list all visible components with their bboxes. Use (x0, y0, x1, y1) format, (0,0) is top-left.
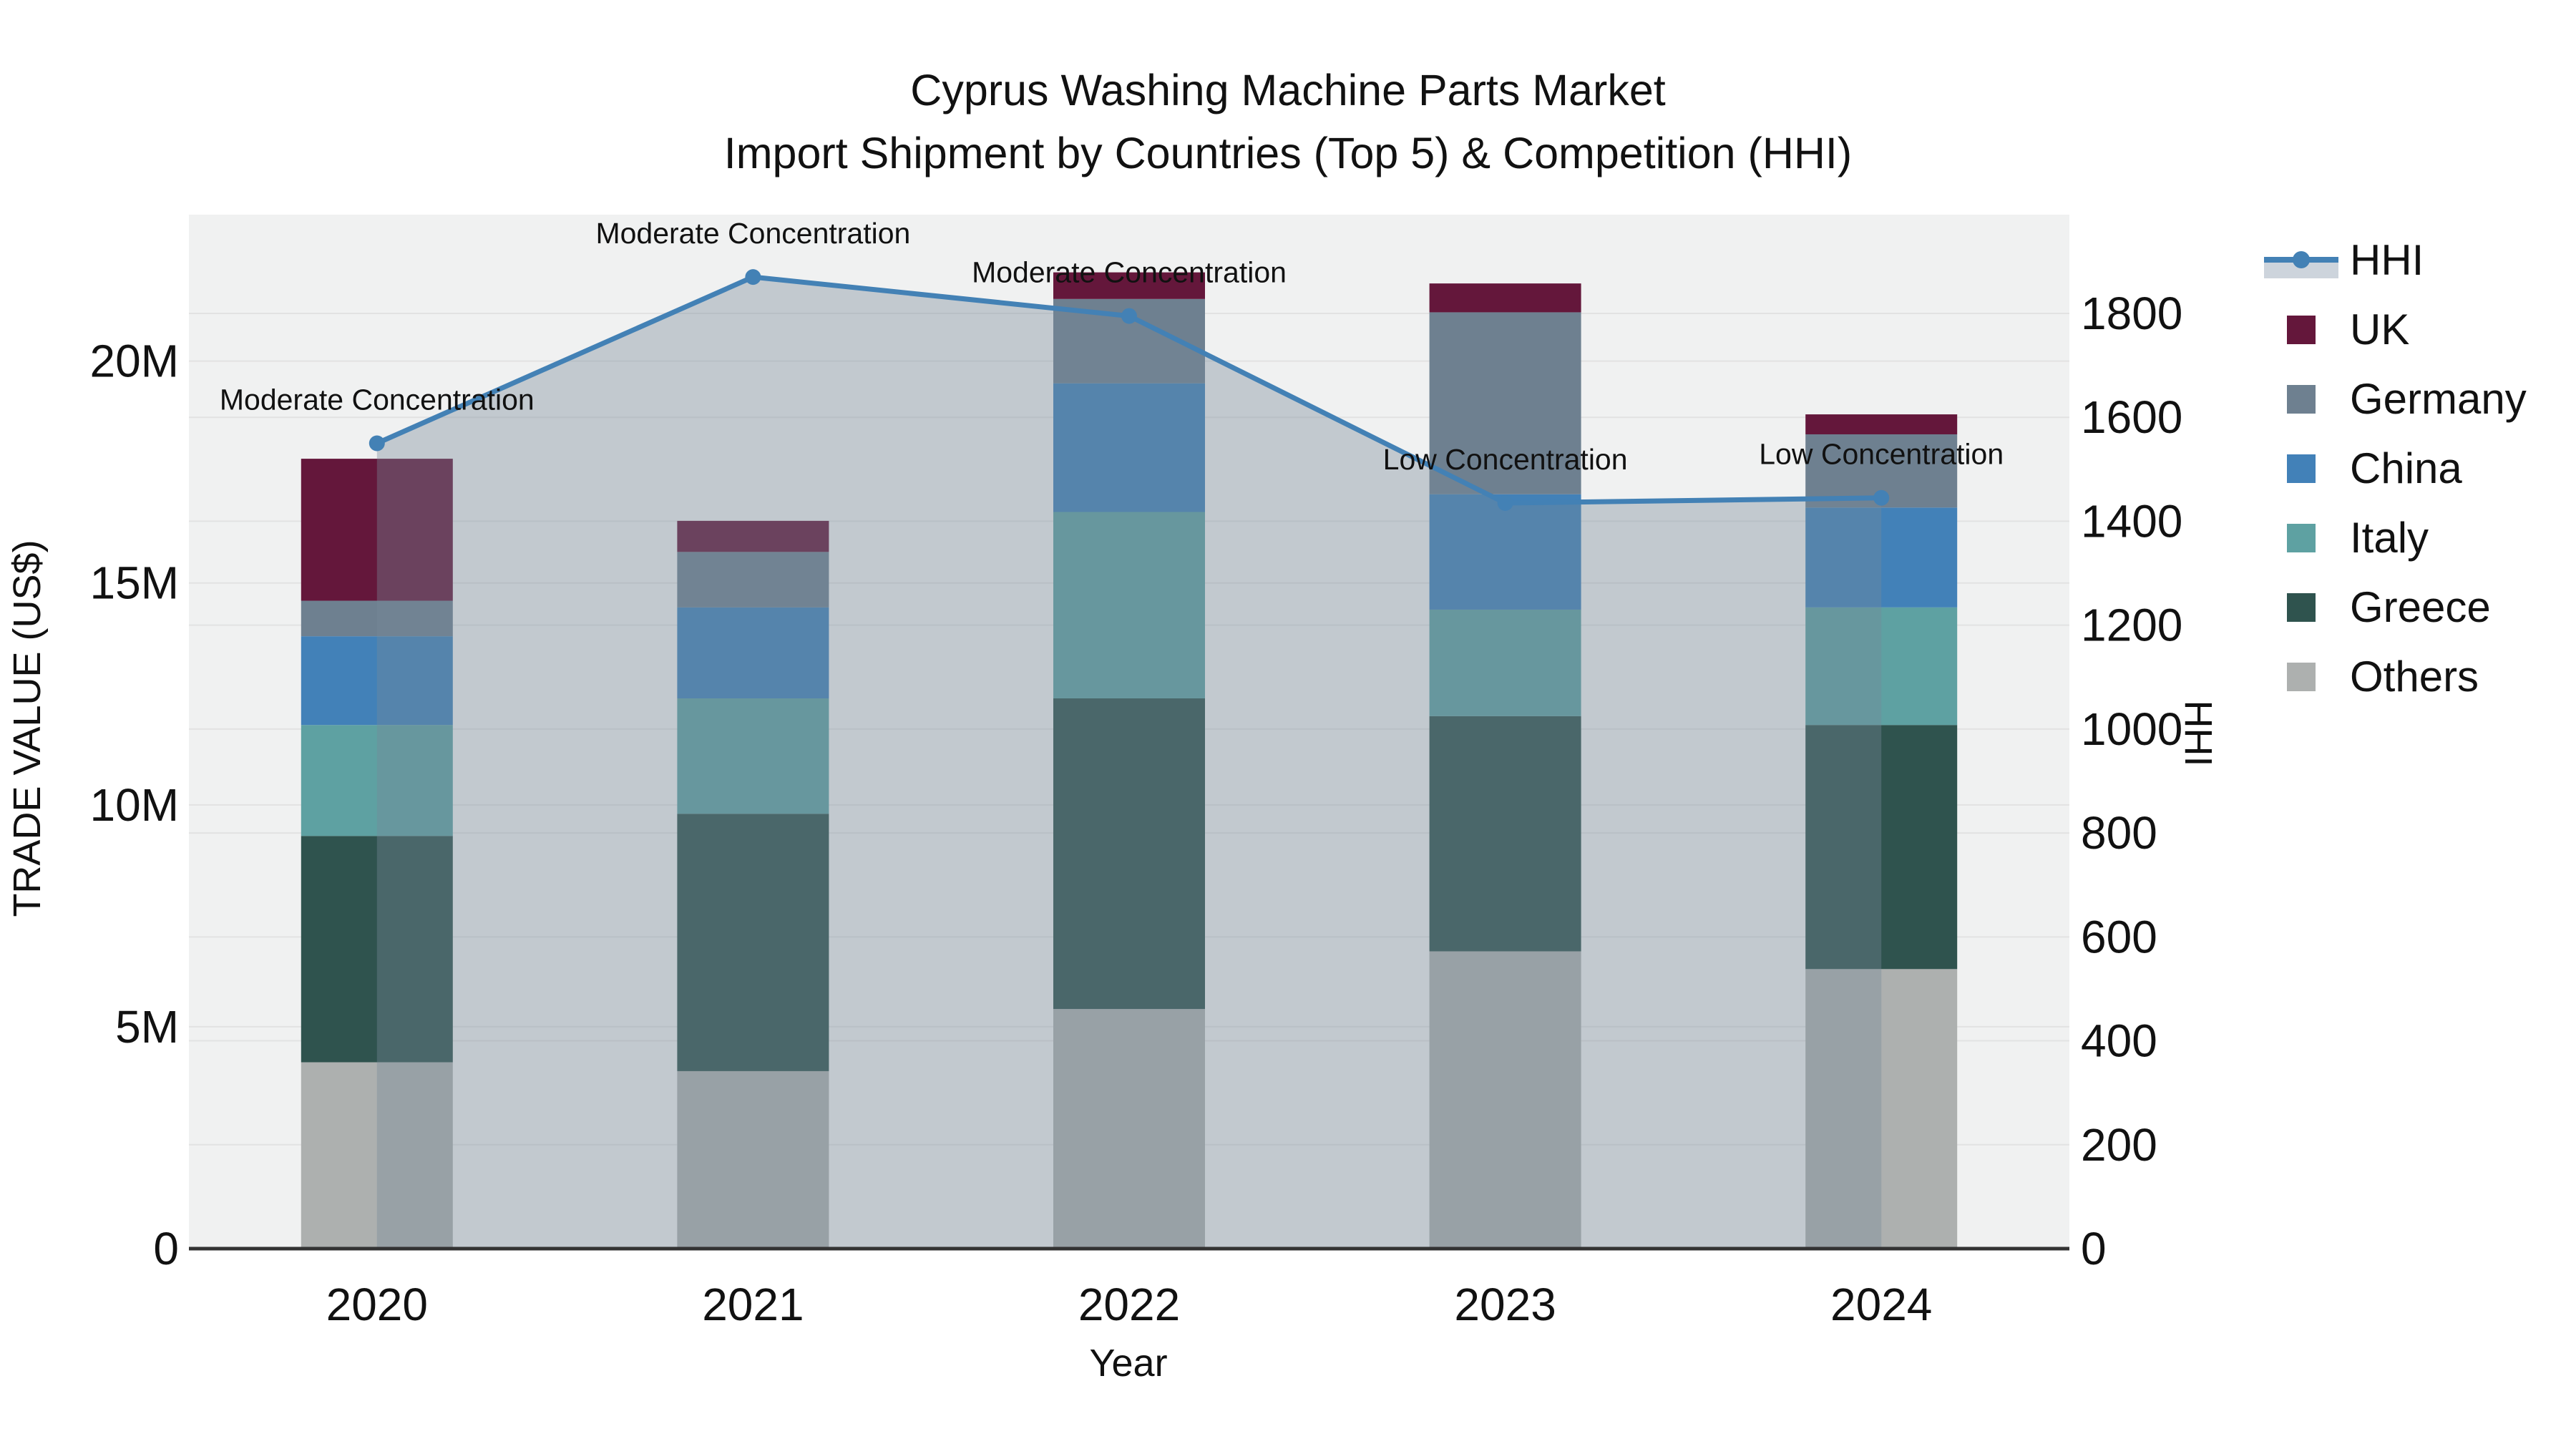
bar-segment-italy-2020[interactable] (301, 725, 453, 836)
bar-segment-italy-2022[interactable] (1053, 512, 1205, 698)
bar-segment-greece-2024[interactable] (1805, 725, 1958, 970)
series-color-swatch-icon (2261, 593, 2341, 622)
bar-segment-uk-2022[interactable] (1053, 272, 1205, 299)
y-right-tick-label: 1400 (2081, 495, 2182, 547)
x-axis-title: Year (1089, 1342, 1168, 1385)
bar-segment-italy-2023[interactable] (1429, 609, 1581, 716)
y-right-axis-title: HHI (2177, 700, 2220, 767)
y-left-tick-label: 0 (153, 1223, 179, 1274)
legend-item-others[interactable]: Others (2261, 654, 2479, 700)
swatch-color (2287, 524, 2316, 552)
bar-segment-greece-2022[interactable] (1053, 698, 1205, 1010)
chart-title-line1: Cyprus Washing Machine Parts Market (910, 66, 1666, 114)
bar-segment-china-2024[interactable] (1805, 507, 1958, 608)
bar-segment-greece-2023[interactable] (1429, 716, 1581, 952)
bar-segment-others-2021[interactable] (677, 1070, 829, 1249)
swatch-color (2287, 663, 2316, 691)
annotation-2023: Low Concentration (1383, 443, 1628, 476)
chart-title: Cyprus Washing Machine Parts Market Impo… (0, 59, 2576, 185)
legend-item-greece[interactable]: Greece (2261, 585, 2491, 630)
annotation-2020: Moderate Concentration (220, 383, 535, 416)
y-right-tick-label: 1200 (2081, 600, 2182, 651)
hhi-area-fill (376, 277, 1882, 1249)
y-right-tick-label: 1600 (2081, 391, 2182, 443)
legend-item-italy[interactable]: Italy (2261, 515, 2429, 561)
x-tick-label-2023: 2023 (1454, 1279, 1556, 1330)
legend-label: Others (2350, 653, 2479, 701)
bar-segment-germany-2020[interactable] (301, 600, 453, 637)
legend-item-uk[interactable]: UK (2261, 307, 2409, 353)
annotation-2022: Moderate Concentration (972, 256, 1287, 289)
y-right-tick-label: 600 (2081, 911, 2157, 962)
x-tick-label-2022: 2022 (1078, 1279, 1180, 1330)
y-right-tick-label: 200 (2081, 1119, 2157, 1171)
legend-label: HHI (2350, 236, 2424, 284)
bar-segment-italy-2024[interactable] (1805, 607, 1958, 726)
bar-segment-china-2021[interactable] (677, 607, 829, 698)
bar-segment-italy-2021[interactable] (677, 698, 829, 814)
y-right-tick-label: 0 (2081, 1223, 2107, 1274)
swatch-color (2287, 385, 2316, 414)
annotation-2024: Low Concentration (1759, 438, 2004, 471)
legend-label: UK (2350, 306, 2410, 353)
annotation-2021: Moderate Concentration (595, 217, 910, 250)
bar-segment-uk-2021[interactable] (677, 520, 829, 552)
y-right-tick-label: 1000 (2081, 703, 2182, 755)
hhi-marker-2021[interactable] (745, 269, 761, 286)
series-color-swatch-icon (2261, 663, 2341, 691)
x-tick-label-2021: 2021 (702, 1279, 804, 1330)
legend-label: Greece (2350, 583, 2491, 631)
bar-segment-germany-2023[interactable] (1429, 312, 1581, 494)
chart-title-line2: Import Shipment by Countries (Top 5) & C… (723, 129, 1853, 177)
bar-segment-uk-2023[interactable] (1429, 283, 1581, 313)
legend-item-germany[interactable]: Germany (2261, 376, 2527, 422)
y-left-tick-label: 5M (115, 1001, 179, 1053)
swatch-color (2287, 593, 2316, 622)
hhi-marker-2023[interactable] (1497, 495, 1513, 512)
bar-segment-greece-2020[interactable] (301, 836, 453, 1063)
bar-segment-uk-2024[interactable] (1805, 414, 1958, 434)
bar-segment-others-2023[interactable] (1429, 951, 1581, 1249)
legend-label: China (2350, 444, 2462, 492)
bar-segment-china-2022[interactable] (1053, 383, 1205, 512)
bar-segment-others-2022[interactable] (1053, 1009, 1205, 1249)
series-color-swatch-icon (2261, 524, 2341, 552)
bar-segment-china-2020[interactable] (301, 636, 453, 726)
legend-item-hhi[interactable]: HHI (2261, 238, 2424, 283)
y-right-tick-label: 400 (2081, 1015, 2157, 1067)
bar-segment-others-2020[interactable] (301, 1062, 453, 1249)
series-color-swatch-icon (2261, 454, 2341, 483)
hhi-marker-2020[interactable] (369, 435, 385, 452)
y-left-tick-label: 20M (90, 336, 180, 387)
bar-segment-others-2024[interactable] (1805, 969, 1958, 1249)
bar-segment-china-2023[interactable] (1429, 494, 1581, 610)
legend-label: Italy (2350, 514, 2429, 562)
hhi-marker-2024[interactable] (1873, 489, 1890, 506)
swatch-color (2287, 316, 2316, 344)
series-color-swatch-icon (2261, 385, 2341, 414)
y-left-tick-label: 10M (90, 779, 180, 831)
legend-item-china[interactable]: China (2261, 446, 2462, 492)
x-tick-label-2020: 2020 (326, 1279, 428, 1330)
y-right-tick-label: 1800 (2081, 288, 2182, 339)
swatch-color (2287, 454, 2316, 483)
bar-segment-germany-2021[interactable] (677, 552, 829, 608)
y-left-axis-title: TRADE VALUE (US$) (6, 540, 49, 917)
x-tick-label-2024: 2024 (1830, 1279, 1932, 1330)
hhi-line-swatch-icon (2261, 238, 2341, 283)
y-left-tick-label: 15M (90, 557, 180, 609)
legend-label: Germany (2350, 375, 2527, 423)
hhi-marker-2022[interactable] (1121, 308, 1137, 324)
bar-segment-uk-2020[interactable] (301, 459, 453, 601)
y-right-tick-label: 800 (2081, 807, 2157, 859)
series-color-swatch-icon (2261, 316, 2341, 344)
bar-segment-greece-2021[interactable] (677, 814, 829, 1071)
